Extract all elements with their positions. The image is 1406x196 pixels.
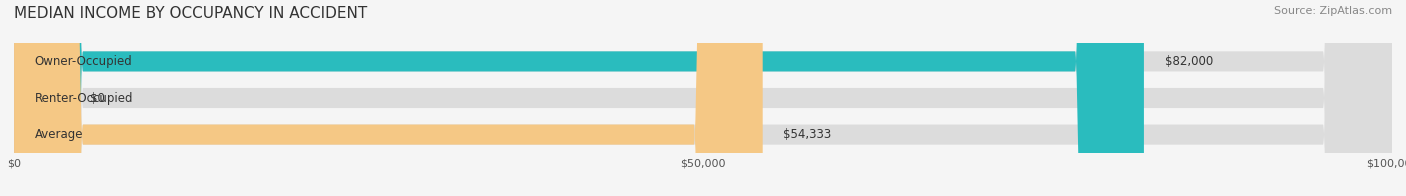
Text: $0: $0 — [90, 92, 104, 104]
FancyBboxPatch shape — [14, 0, 1392, 196]
Text: Average: Average — [35, 128, 83, 141]
Text: Renter-Occupied: Renter-Occupied — [35, 92, 134, 104]
FancyBboxPatch shape — [14, 0, 1392, 196]
Text: Owner-Occupied: Owner-Occupied — [35, 55, 132, 68]
Text: MEDIAN INCOME BY OCCUPANCY IN ACCIDENT: MEDIAN INCOME BY OCCUPANCY IN ACCIDENT — [14, 6, 367, 21]
Text: $82,000: $82,000 — [1164, 55, 1213, 68]
FancyBboxPatch shape — [14, 0, 62, 196]
FancyBboxPatch shape — [14, 0, 1392, 196]
Text: $54,333: $54,333 — [783, 128, 831, 141]
Text: Source: ZipAtlas.com: Source: ZipAtlas.com — [1274, 6, 1392, 16]
FancyBboxPatch shape — [14, 0, 1144, 196]
FancyBboxPatch shape — [14, 0, 762, 196]
